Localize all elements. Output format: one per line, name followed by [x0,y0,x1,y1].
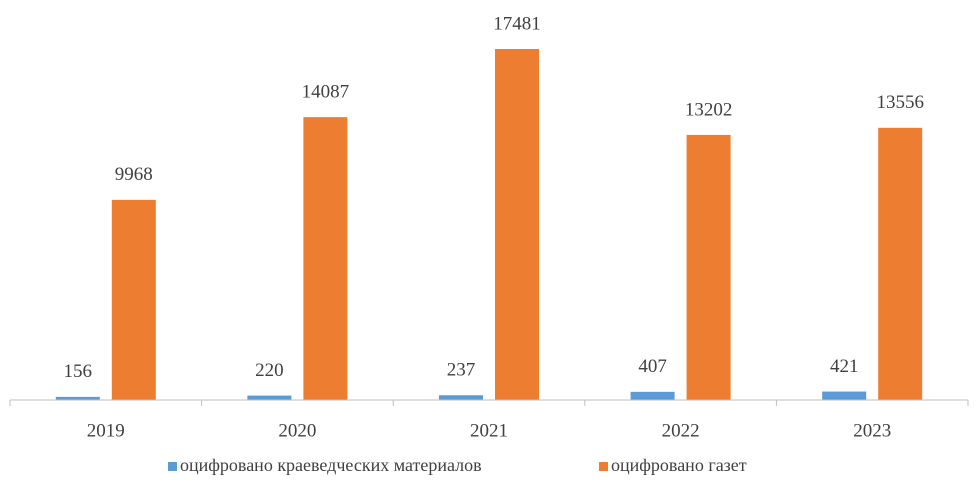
bar [303,117,348,400]
bar [822,391,867,400]
data-label: 14087 [302,82,350,103]
data-label: 220 [255,360,284,381]
x-tick-label: 2019 [87,420,125,441]
bar [630,391,675,400]
data-label: 156 [64,361,93,382]
bar [686,134,731,401]
legend-text: оцифровано газет [611,455,747,475]
bar [247,395,292,400]
legend-swatch [599,462,608,471]
bar [111,199,156,400]
data-label: 13556 [876,92,924,113]
data-label: 17481 [493,13,541,34]
data-label: 421 [830,356,859,377]
x-tick-label: 2020 [278,420,316,441]
data-label: 13202 [685,99,733,120]
legend-swatch [168,462,177,471]
x-tick-label: 2023 [853,420,891,441]
legend-text: оцифровано краеведческих материалов [180,455,482,475]
bar [439,395,483,400]
data-label: 237 [447,360,476,381]
x-tick-label: 2021 [470,420,508,441]
bar [55,396,100,400]
bar [495,49,539,400]
data-label: 407 [638,356,667,377]
x-tick-label: 2022 [662,420,700,441]
bar [878,127,923,401]
data-label: 9968 [115,164,153,185]
